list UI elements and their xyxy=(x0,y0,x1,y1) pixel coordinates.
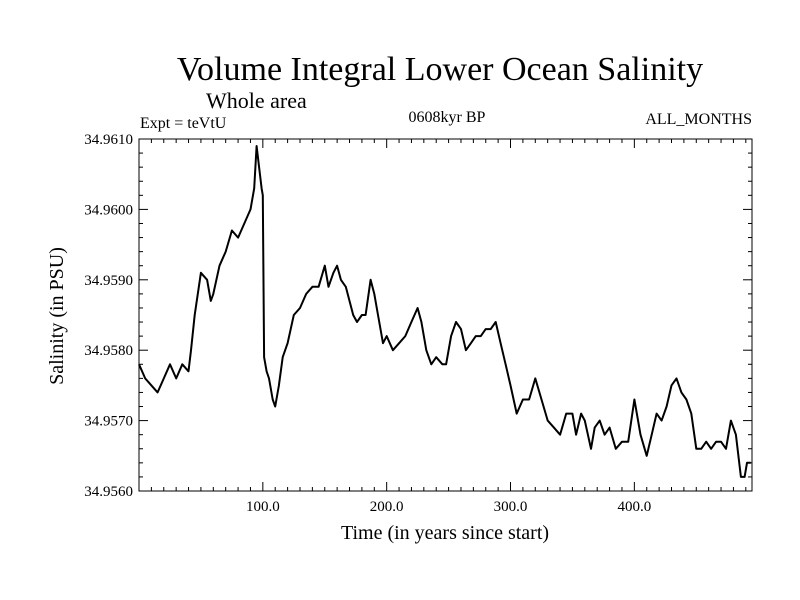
y-tick-label: 34.9570 xyxy=(84,414,133,430)
x-tick-label: 300.0 xyxy=(494,499,528,515)
salinity-series-line xyxy=(138,145,751,478)
y-ticks: 34.9560 34.9570 34.9580 34.9590 34.9600 34.96… xyxy=(84,132,752,500)
y-tick-label: 34.9590 xyxy=(84,273,133,289)
y-tick-label: 34.9600 xyxy=(84,202,133,218)
y-tick-label: 34.9580 xyxy=(84,343,133,359)
x-axis-label: Time (in years since start) xyxy=(341,522,549,544)
x-ticks: 100.0 200.0 300.0 400.0 xyxy=(150,139,747,515)
period-label: 0608kyr BP xyxy=(409,109,486,126)
chart-title: Volume Integral Lower Ocean Salinity xyxy=(177,51,703,88)
x-tick-label: 200.0 xyxy=(370,499,404,515)
plot-area: 100.0 200.0 300.0 400.0 34.956034.957034.95… xyxy=(84,132,753,515)
y-tick-label: 34.9610 xyxy=(84,132,133,148)
plot-frame xyxy=(138,138,753,492)
y-axis-label: Salinity (in PSU) xyxy=(46,247,68,385)
x-tick-label: 400.0 xyxy=(617,499,651,515)
months-label: ALL_MONTHS xyxy=(645,111,752,128)
x-tick-label: 100.0 xyxy=(246,499,280,515)
expt-label: Expt = teVtU xyxy=(140,115,227,132)
y-tick-label: 34.9560 xyxy=(84,484,133,500)
chart-subtitle: Whole area xyxy=(206,88,307,113)
